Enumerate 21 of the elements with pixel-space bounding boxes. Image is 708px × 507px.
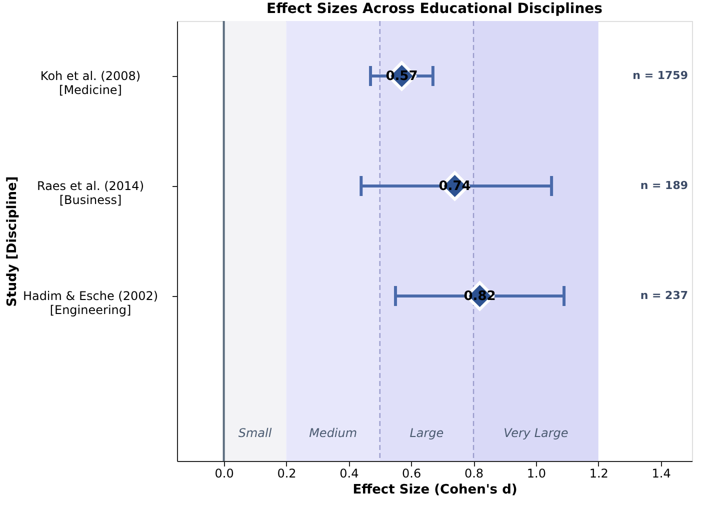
band-label: Very Large xyxy=(504,426,568,440)
y-tick-label: Koh et al. (2008) [Medicine] xyxy=(40,69,141,97)
x-tick-label: 1.2 xyxy=(589,466,608,480)
chart-title: Effect Sizes Across Educational Disciplines xyxy=(266,1,602,17)
x-tick-label: 1.4 xyxy=(652,466,671,480)
x-tick-label: 0.2 xyxy=(277,466,296,480)
y-tick-label: Raes et al. (2014) [Business] xyxy=(37,179,144,207)
x-tick-label: 1.0 xyxy=(526,466,546,480)
band-label: Large xyxy=(410,426,444,440)
x-tick-label: 0.8 xyxy=(464,466,484,480)
y-tick-label: Hadim & Esche (2002) [Engineering] xyxy=(22,289,158,317)
x-tick-label: 0.4 xyxy=(340,466,359,480)
x-tick-label: 0.0 xyxy=(214,466,234,480)
x-axis-title: Effect Size (Cohen's d) xyxy=(352,482,518,498)
annotation: n = 237 xyxy=(640,289,688,302)
band-label: Medium xyxy=(309,426,358,440)
annotation: n = 1759 xyxy=(632,69,688,82)
band-label: Small xyxy=(238,426,272,440)
x-tick-label: 0.6 xyxy=(402,466,422,480)
annotation: n = 189 xyxy=(640,179,688,192)
y-axis-title: Study [Discipline] xyxy=(4,176,20,307)
